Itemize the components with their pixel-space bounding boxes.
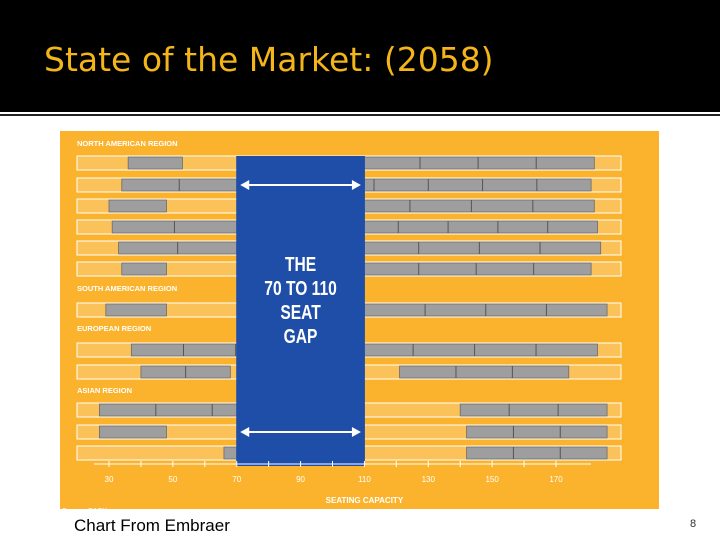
- capacity-bar: [348, 220, 598, 234]
- source-note: Source: BACK: [62, 508, 107, 509]
- capacity-bar: [466, 446, 608, 460]
- gap-label-line: SEAT: [280, 301, 320, 323]
- tick-label: 90: [296, 475, 305, 484]
- gap-label-line: THE: [285, 253, 316, 275]
- capacity-bar: [459, 403, 608, 417]
- x-axis-title: SEATING CAPACITY: [326, 496, 404, 505]
- capacity-bar: [108, 199, 167, 213]
- slide-title: State of the Market: (2058): [44, 40, 494, 79]
- chart-caption: Chart From Embraer: [74, 516, 230, 535]
- tick-label: 110: [358, 475, 371, 484]
- header-divider: [0, 114, 720, 116]
- capacity-bar: [99, 425, 167, 439]
- region-label: ASIAN REGION: [77, 386, 132, 395]
- gap-label-line: GAP: [284, 325, 318, 347]
- seat-gap-band: [236, 156, 365, 466]
- tick-label: 30: [105, 475, 114, 484]
- capacity-bar: [127, 156, 183, 170]
- page-number: 8: [690, 518, 697, 530]
- tick-label: 150: [485, 475, 499, 484]
- gap-label-line: 70 TO 110: [264, 277, 337, 299]
- capacity-bar: [105, 303, 167, 317]
- slide-header: State of the Market: (2058): [0, 0, 720, 112]
- capacity-bar: [466, 425, 608, 439]
- tick-label: 130: [422, 475, 436, 484]
- capacity-bar: [399, 365, 570, 379]
- tick-label: 50: [168, 475, 177, 484]
- chart-svg: NORTH AMERICAN REGION SOUTH AMERICAN REGI…: [62, 139, 622, 509]
- seat-gap-chart: NORTH AMERICAN REGION SOUTH AMERICAN REGI…: [60, 131, 659, 509]
- region-label: EUROPEAN REGION: [77, 324, 151, 333]
- region-label: SOUTH AMERICAN REGION: [77, 284, 177, 293]
- region-label: NORTH AMERICAN REGION: [77, 139, 178, 148]
- tick-label: 170: [549, 475, 563, 484]
- tick-label: 70: [232, 475, 241, 484]
- capacity-bar: [121, 262, 167, 276]
- capacity-bar: [223, 446, 238, 460]
